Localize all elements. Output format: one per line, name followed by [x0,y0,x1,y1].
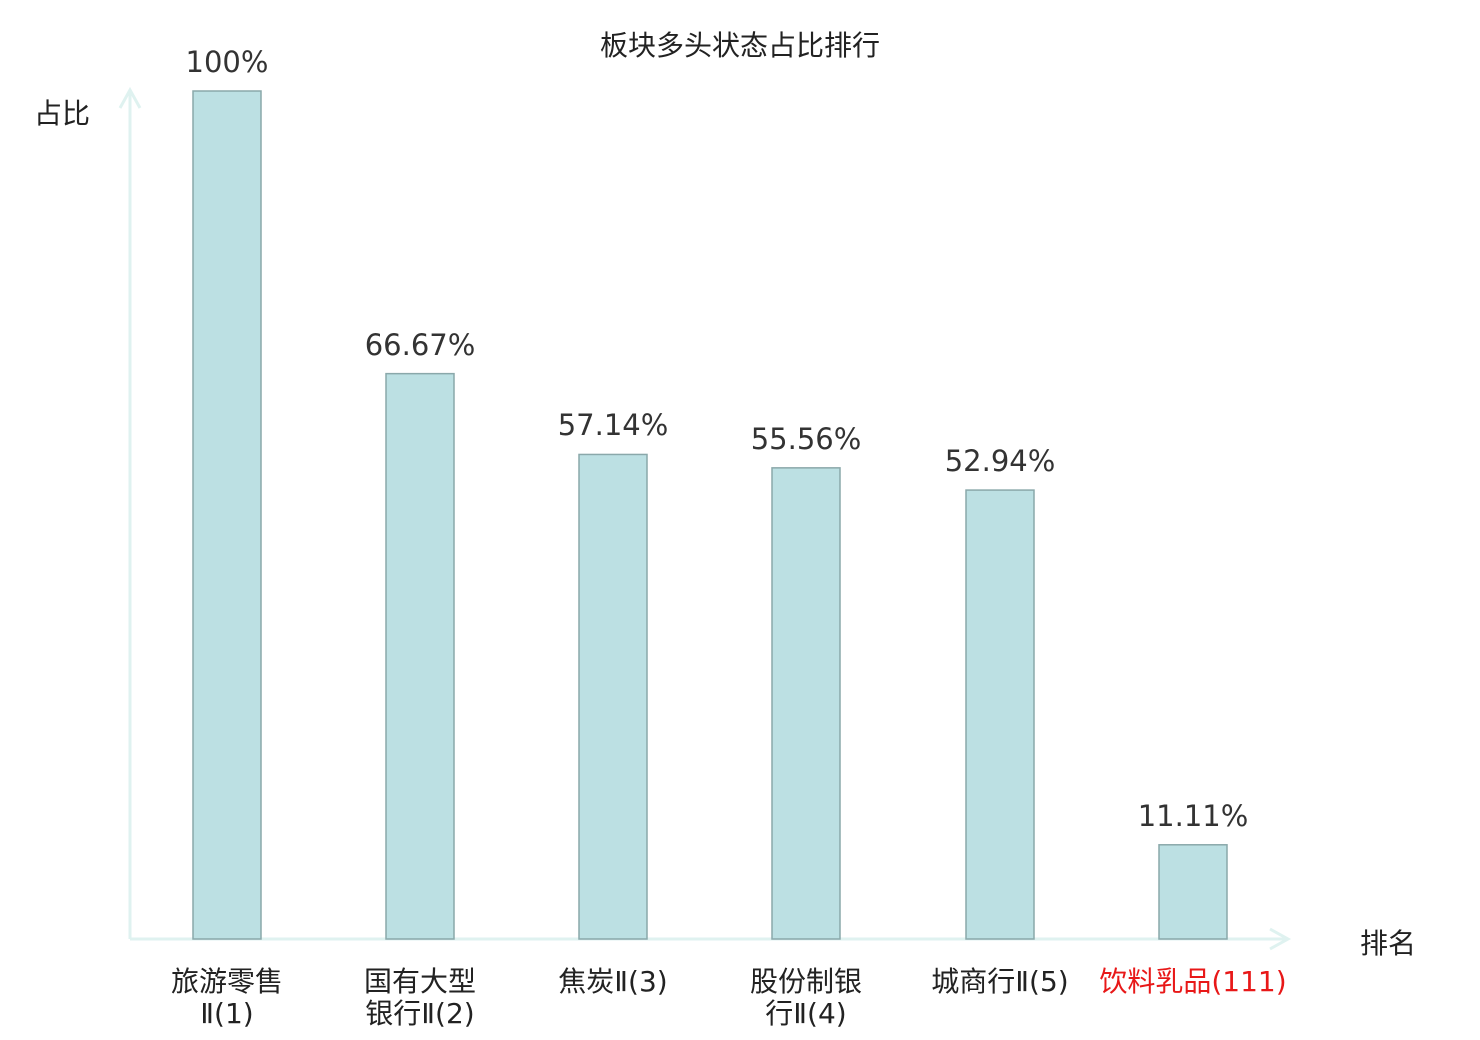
x-tick-label: 城商行Ⅱ(5) [880,966,1120,998]
x-tick-label: 旅游零售 Ⅱ(1) [107,966,347,1030]
x-tick-label-line: 城商行Ⅱ(5) [931,965,1069,998]
x-tick-label: 股份制银 行Ⅱ(4) [686,966,926,1030]
x-tick-label-line: 饮料乳品(111) [1099,965,1287,998]
x-tick-label-line: 焦炭Ⅱ(3) [558,965,668,998]
x-tick-label: 饮料乳品(111) [1073,966,1313,998]
bar [771,467,841,940]
bar [965,489,1035,940]
bar [385,372,455,940]
x-axis-arrow-icon [1269,927,1292,951]
bar [578,453,648,940]
data-label: 100% [185,45,269,79]
data-label: 57.14% [557,408,669,443]
x-tick-label-line: 国有大型 [363,965,476,998]
data-label: 52.94% [944,444,1056,479]
bar [192,90,262,940]
x-tick-label-line: 行Ⅱ(4) [765,997,847,1030]
y-axis-arrow-icon [118,86,142,109]
x-tick-label: 国有大型 银行Ⅱ(2) [300,966,540,1030]
x-tick-label-line: 旅游零售 [170,965,283,998]
chart-title: 板块多头状态占比排行 [599,29,880,62]
x-tick-label-line: Ⅱ(1) [200,997,254,1030]
x-tick-label-line: 银行Ⅱ(2) [365,997,475,1030]
data-label: 55.56% [750,421,862,456]
x-tick-label-line: 股份制银 [749,965,862,998]
x-tick-label: 焦炭Ⅱ(3) [493,966,733,998]
data-label: 66.67% [364,327,476,362]
bar [1158,844,1228,940]
x-axis-label: 排名 [1360,927,1417,960]
data-label: 11.11% [1137,798,1249,833]
y-axis-label: 占比 [34,97,91,130]
